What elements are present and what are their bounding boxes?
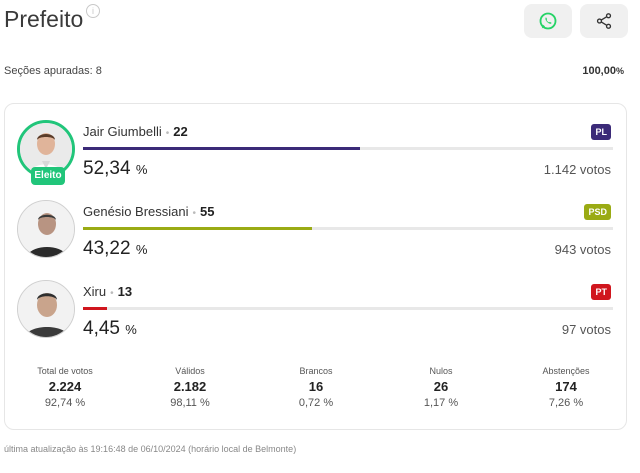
candidate-row[interactable]: Xiru • 13 PT 4,45 % 97 votos (5, 274, 626, 354)
stat-value: 26 (433, 379, 449, 394)
candidate-percent: 4,45 % (83, 318, 137, 340)
vote-bar-fill (83, 307, 107, 310)
candidate-name-line: Jair Giumbelli • 22 (83, 124, 188, 139)
candidate-percent: 52,34 % (83, 158, 147, 180)
vote-bar-track (83, 227, 613, 230)
candidate-row[interactable]: Eleito Jair Giumbelli • 22 PL 52,34 % 1.14… (5, 114, 626, 194)
share-icon (596, 13, 612, 29)
vote-bar-track (83, 147, 613, 150)
last-update-text: última atualização às 19:16:48 de 06/10/… (4, 444, 297, 454)
percent-value: 52,34 (83, 158, 131, 179)
candidate-percent: 43,22 % (83, 238, 147, 260)
stat-label: Abstenções (542, 366, 590, 376)
separator-dot: • (192, 208, 197, 219)
stat-label: Total de votos (37, 366, 93, 376)
vote-stats: Total de votos 2.224 92,74 % Válidos 2.1… (5, 366, 626, 416)
stat-abstentions: Abstenções 174 7,26 % (506, 366, 626, 409)
stat-percent: 92,74 % (44, 397, 86, 409)
whatsapp-icon (539, 12, 557, 30)
percent-value: 4,45 (83, 318, 120, 339)
share-button[interactable] (580, 4, 628, 38)
sections-percent: 100,00% (582, 65, 624, 77)
avatar (17, 200, 75, 258)
stat-value: 2.224 (48, 379, 82, 394)
candidate-name: Xiru (83, 284, 107, 299)
results-card: Eleito Jair Giumbelli • 22 PL 52,34 % 1.14… (4, 103, 627, 430)
avatar (17, 280, 75, 338)
stat-label: Nulos (429, 366, 453, 376)
candidate-name: Jair Giumbelli (83, 124, 162, 139)
elected-badge: Eleito (31, 167, 65, 185)
stat-label: Brancos (299, 366, 333, 376)
candidate-photo-icon (18, 201, 74, 257)
candidate-name-line: Genésio Bressiani • 55 (83, 204, 214, 219)
stat-value: 174 (555, 379, 577, 394)
sections-label: Seções apuradas: 8 (4, 65, 102, 77)
separator-dot: • (165, 128, 170, 139)
candidate-votes: 943 votos (554, 242, 611, 257)
candidate-number: 13 (117, 284, 133, 299)
vote-bar-fill (83, 147, 361, 150)
stat-label: Válidos (175, 366, 205, 376)
stat-percent: 7,26 % (548, 397, 584, 409)
candidate-number: 55 (200, 204, 215, 219)
sections-percent-unit: % (615, 66, 624, 76)
stat-percent: 0,72 % (298, 397, 334, 409)
stat-percent: 98,11 % (170, 397, 210, 409)
percent-unit: % (135, 162, 148, 177)
percent-value: 43,22 (83, 238, 131, 259)
party-badge: PT (591, 284, 611, 300)
candidate-photo-icon (18, 281, 74, 337)
stat-blank: Brancos 16 0,72 % (256, 366, 376, 409)
stat-percent: 1,17 % (423, 397, 459, 409)
party-badge: PL (591, 124, 611, 140)
candidate-row[interactable]: Genésio Bressiani • 55 PSD 43,22 % 943 vot… (5, 194, 626, 274)
info-icon[interactable]: i (86, 4, 100, 18)
separator-dot: • (110, 288, 114, 299)
candidate-number: 22 (173, 124, 188, 139)
percent-unit: % (125, 322, 137, 337)
stat-valid: Válidos 2.182 98,11 % (130, 366, 250, 409)
candidate-name: Genésio Bressiani (83, 204, 189, 219)
stat-null: Nulos 26 1,17 % (381, 366, 501, 409)
vote-bar-fill (83, 227, 313, 230)
whatsapp-share-button[interactable] (524, 4, 572, 38)
page-title: Prefeito (4, 6, 84, 32)
vote-bar-track (83, 307, 613, 310)
percent-unit: % (135, 242, 148, 257)
sections-summary: Seções apuradas: 8 100,00% (4, 63, 624, 81)
stat-total: Total de votos 2.224 92,74 % (5, 366, 125, 409)
candidate-votes: 1.142 votos (543, 162, 611, 177)
candidate-votes: 97 votos (561, 322, 611, 337)
stat-value: 2.182 (173, 379, 207, 394)
sections-percent-value: 100,00 (582, 65, 616, 77)
header: Prefeito i (4, 4, 636, 40)
candidate-name-line: Xiru • 13 (83, 284, 132, 299)
stat-value: 16 (308, 379, 324, 394)
party-badge: PSD (584, 204, 611, 220)
